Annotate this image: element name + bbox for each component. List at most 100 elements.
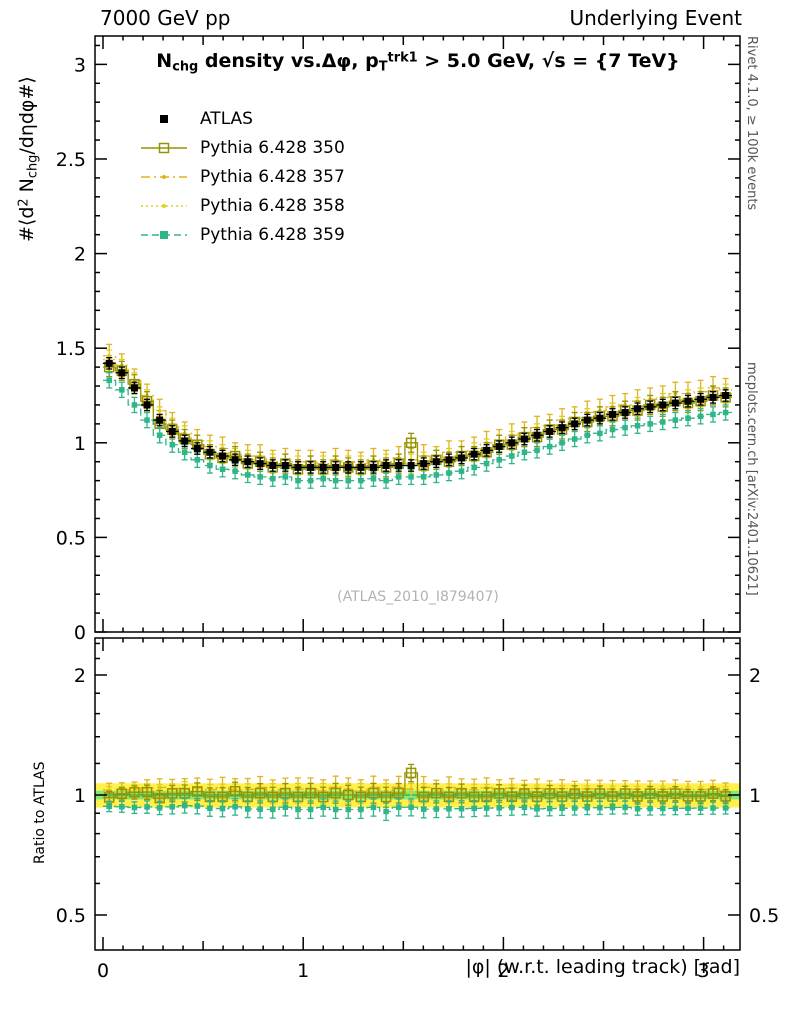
rivet-version-label: Rivet 4.1.0, ≥ 100k events: [744, 36, 759, 211]
data-marker: [697, 395, 705, 403]
data-marker: [646, 403, 654, 411]
data-marker: [672, 805, 679, 812]
ratio-y-axis-label: Ratio to ATLAS: [32, 761, 48, 864]
data-marker: [521, 449, 528, 456]
text-run: density vs.Δφ, p: [198, 50, 379, 72]
data-marker: [244, 458, 252, 466]
data-marker: [709, 393, 717, 401]
data-marker: [508, 439, 516, 447]
data-marker: [232, 468, 238, 474]
legend-item-pythia-6-428-359: Pythia 6.428 359: [140, 220, 345, 249]
text-run: T: [378, 59, 388, 75]
data-marker: [720, 791, 731, 802]
data-marker: [405, 437, 417, 449]
data-marker: [672, 417, 679, 423]
main-y-tick-label: 1: [74, 433, 86, 455]
data-marker: [609, 426, 616, 433]
data-marker: [144, 417, 150, 423]
ratio-series-4: [103, 797, 732, 822]
data-marker: [270, 475, 276, 482]
legend-item-pythia-6-428-357: Pythia 6.428 357: [140, 162, 345, 191]
data-marker: [395, 804, 402, 810]
data-marker: [670, 788, 681, 799]
x-tick-label: 1: [297, 960, 309, 982]
data-marker: [657, 791, 669, 802]
legend-marker: [162, 174, 166, 179]
data-marker: [493, 787, 505, 799]
data-marker: [609, 804, 616, 811]
data-marker: [571, 420, 579, 428]
data-marker: [281, 461, 289, 469]
x-tick-label: 3: [698, 960, 710, 982]
data-marker: [644, 788, 656, 799]
text-run: N: [16, 178, 38, 199]
data-marker: [446, 470, 452, 476]
ratio-y-tick-label: 0.5: [56, 905, 86, 927]
data-marker: [420, 474, 427, 480]
data-marker: [520, 435, 528, 443]
data-marker: [383, 808, 389, 815]
legend-item-pythia-6-428-358: Pythia 6.428 358: [140, 191, 345, 220]
ratio-panel-frame: [94, 637, 741, 951]
data-marker: [446, 806, 452, 812]
data-marker: [647, 421, 653, 427]
data-marker: [256, 460, 264, 468]
data-marker: [358, 477, 364, 484]
data-marker: [722, 805, 729, 811]
plot-title: Nchg density vs.Δφ, pTtrk1 > 5.0 GeV, √s…: [95, 50, 741, 74]
data-marker: [270, 806, 276, 813]
data-marker: [169, 804, 176, 810]
legend-label: Pythia 6.428 350: [200, 137, 345, 158]
data-marker: [156, 805, 163, 811]
data-marker: [181, 802, 188, 809]
data-marker: [621, 409, 629, 417]
text-run: chg: [25, 154, 41, 179]
data-marker: [483, 805, 490, 811]
data-marker: [294, 463, 302, 471]
text-run: chg: [172, 59, 199, 75]
data-marker: [307, 806, 314, 813]
data-marker: [141, 786, 153, 798]
main-y-axis-label: #⟨d2 Nchg/dηdφ#⟩: [16, 76, 40, 242]
data-marker: [471, 805, 477, 812]
data-marker: [320, 804, 326, 811]
data-marker: [319, 463, 327, 471]
main-y-tick-label: 2: [74, 244, 86, 266]
data-marker: [409, 791, 413, 795]
ratio-y-tick-label-right: 2: [749, 665, 761, 687]
data-marker: [332, 806, 339, 813]
data-marker: [559, 805, 565, 812]
data-marker: [509, 804, 515, 811]
data-marker: [634, 405, 642, 413]
legend-label: ATLAS: [200, 108, 253, 129]
data-marker: [179, 788, 190, 799]
data-marker: [571, 805, 578, 811]
data-marker: [118, 369, 126, 377]
legend-item-pythia-6-428-350: Pythia 6.428 350: [140, 133, 345, 162]
ratio-y-tick-label: 2: [74, 665, 86, 687]
legend-marker-icon: [141, 174, 187, 179]
data-marker: [596, 414, 604, 422]
data-marker: [181, 449, 188, 456]
main-y-tick-label: 3: [74, 54, 86, 76]
data-marker: [697, 805, 704, 811]
header-analysis-topic: Underlying Event: [569, 6, 742, 30]
data-marker: [269, 461, 277, 469]
data-marker: [194, 457, 201, 463]
data-marker: [307, 477, 314, 484]
data-marker: [254, 787, 266, 799]
data-marker: [131, 402, 138, 408]
data-marker: [597, 804, 603, 811]
data-marker: [431, 787, 442, 799]
data-marker: [380, 791, 392, 803]
data-marker: [358, 806, 364, 813]
data-marker: [534, 447, 540, 454]
data-marker: [622, 804, 628, 811]
series-line: [103, 804, 732, 813]
data-marker: [229, 785, 241, 797]
data-marker: [244, 806, 251, 812]
data-marker: [622, 424, 628, 431]
data-marker: [219, 466, 226, 473]
data-marker: [495, 443, 503, 451]
data-marker: [192, 786, 203, 797]
